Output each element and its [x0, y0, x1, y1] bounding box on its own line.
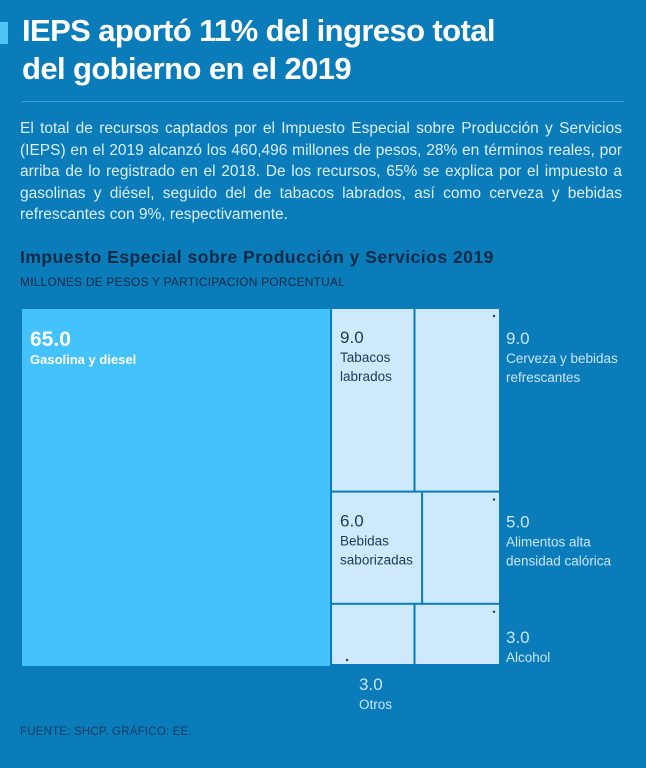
- title-accent-bar: [0, 22, 8, 44]
- title-line-2: del gobierno en el 2019: [22, 51, 352, 86]
- treemap-label-cerveza-y-bebidas-refrescantes-0: Cerveza y bebidas: [506, 351, 618, 366]
- treemap-label-tabacos-labrados-1: labrados: [340, 369, 392, 384]
- treemap-value-bebidas-saborizadas: 6.0: [340, 512, 364, 531]
- treemap-label-cerveza-y-bebidas-refrescantes-1: refrescantes: [506, 370, 581, 385]
- treemap-value-cerveza-y-bebidas-refrescantes: 9.0: [506, 329, 530, 348]
- source-note: FUENTE: SHCP. GRÁFICO: EE.: [20, 726, 192, 738]
- treemap-value-gasolina-y-diesel: 65.0: [30, 328, 71, 351]
- treemap-label-tabacos-labrados-0: Tabacos: [340, 350, 391, 365]
- pointer-dot-cerveza-y-bebidas-refrescantes: [492, 314, 496, 318]
- pointer-dot-alcohol: [492, 610, 496, 613]
- treemap-label-alimentos-alta-densidad-calorica-0: Alimentos alta: [506, 535, 591, 550]
- treemap-cell-otros: [332, 604, 414, 664]
- intro-paragraph: El total de recursos captados por el Imp…: [20, 120, 622, 223]
- page-title: IEPS aportó 11% del ingreso total del go…: [22, 12, 622, 88]
- chart-title: Impuesto Especial sobre Producción y Ser…: [20, 247, 494, 267]
- treemap-value-alimentos-alta-densidad-calorica: 5.0: [506, 513, 530, 532]
- treemap-cell-alimentos-alta-densidad-calorica: [423, 492, 499, 603]
- title-divider: [22, 101, 624, 102]
- treemap-label-bebidas-saborizadas-0: Bebidas: [340, 534, 389, 549]
- title-line-1: IEPS aportó 11% del ingreso total: [22, 13, 495, 48]
- treemap-label-alimentos-alta-densidad-calorica-1: densidad calórica: [506, 554, 612, 569]
- treemap-cell-cerveza-y-bebidas-refrescantes: [415, 309, 499, 491]
- treemap-label-bebidas-saborizadas-1: saborizadas: [340, 553, 413, 568]
- treemap-cell-gasolina-y-diesel: [22, 309, 331, 666]
- treemap-cell-bebidas-saborizadas: [332, 492, 422, 603]
- treemap-value-tabacos-labrados: 9.0: [340, 328, 364, 347]
- treemap-cell-tabacos-labrados: [332, 309, 414, 491]
- treemap-label-otros: Otros: [359, 697, 392, 712]
- treemap-cell-alcohol: [415, 604, 499, 664]
- treemap-value-alcohol: 3.0: [506, 628, 530, 647]
- pointer-dot-alimentos-alta-densidad-calorica: [492, 498, 496, 501]
- pointer-dot-otros: [345, 658, 349, 662]
- treemap-label-alcohol-0: Alcohol: [506, 650, 550, 665]
- treemap-value-otros: 3.0: [359, 675, 383, 694]
- chart-subtitle: MILLONES DE PESOS Y PARTICIPACIÓN PORCEN…: [20, 275, 346, 289]
- treemap-label-gasolina-y-diesel: Gasolina y diesel: [30, 352, 136, 367]
